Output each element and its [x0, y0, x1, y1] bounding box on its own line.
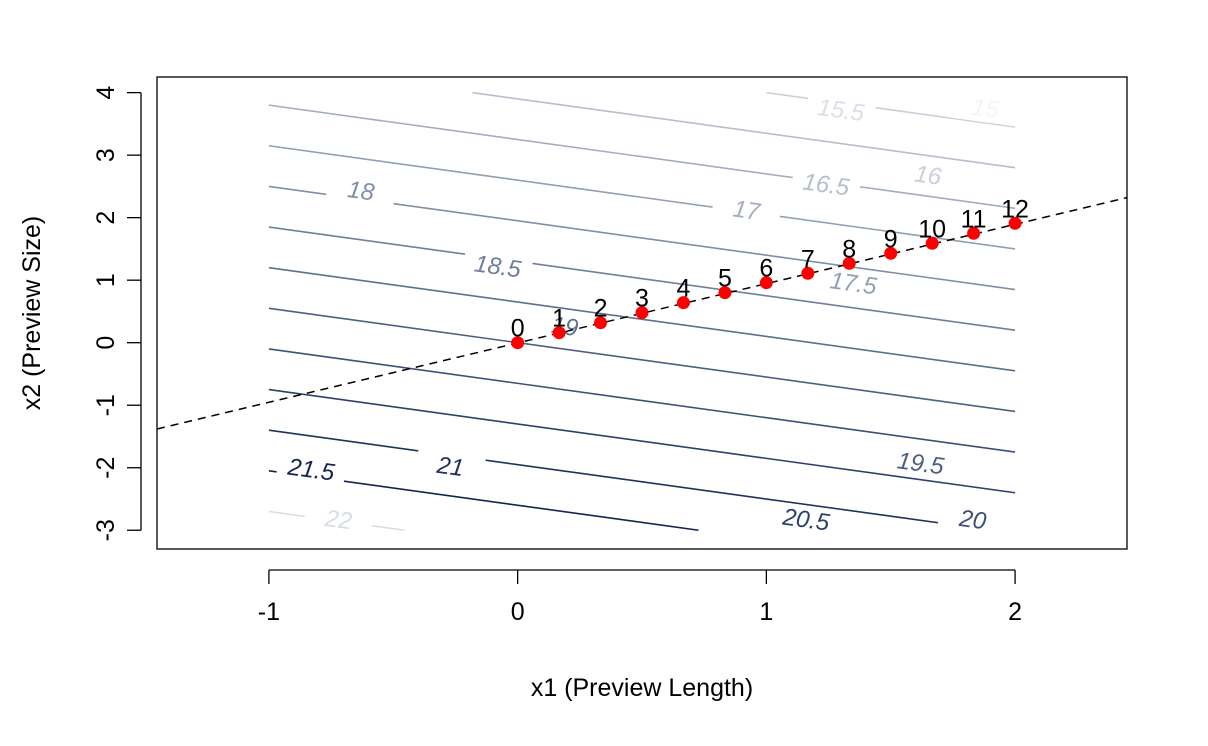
contour-label-bg — [770, 501, 842, 539]
contour-line-18.5 — [268, 226, 1016, 331]
point-label-10: 10 — [918, 215, 946, 243]
point-label-11: 11 — [961, 205, 987, 233]
y-tick-label: -1 — [92, 394, 120, 416]
contour-label-bg — [529, 307, 601, 345]
point-label-2: 2 — [594, 295, 608, 323]
contour-label-bg — [710, 191, 783, 229]
contour-label-bg — [414, 447, 487, 486]
dashed-line — [156, 196, 1128, 430]
contour-label-19.5: 19.5 — [896, 447, 947, 480]
contour-line-16 — [766, 91, 1016, 128]
contour-line-21 — [268, 429, 993, 532]
point-label-5: 5 — [718, 265, 732, 293]
point-label-4: 4 — [677, 275, 691, 303]
y-axis: -3 -2 -1 0 1 2 3 4 — [92, 86, 142, 541]
x-tick-label: 1 — [759, 598, 773, 626]
contour-label-21.5: 21.5 — [285, 453, 337, 486]
y-tick-label: 4 — [92, 86, 120, 100]
x-tick-label: 0 — [511, 598, 525, 626]
y-tick-label: -2 — [92, 457, 120, 479]
contour-label-20.5: 20.5 — [780, 503, 832, 536]
contour-label-bg — [462, 247, 534, 285]
point-label-0: 0 — [511, 315, 525, 343]
data-point-4 — [676, 296, 690, 310]
point-labels: 0 1 2 3 4 5 6 7 8 9 10 11 12 — [511, 195, 1029, 342]
point-label-6: 6 — [759, 255, 773, 283]
point-label-9: 9 — [884, 225, 898, 253]
data-point-7 — [801, 266, 815, 280]
data-point-8 — [842, 256, 856, 270]
contour-label-bg — [892, 156, 964, 194]
y-tick-label: 1 — [92, 273, 120, 287]
y-axis-label: x2 (Preview Size) — [18, 216, 46, 411]
contour-label-bg — [884, 444, 957, 482]
contour-label-20: 20 — [957, 505, 989, 536]
x-tick-label: 2 — [1008, 598, 1022, 626]
contour-label-16.5: 16.5 — [801, 168, 852, 201]
contour-label-bg — [325, 172, 397, 210]
contour-label-bg — [805, 91, 877, 129]
y-tick-label: 0 — [92, 336, 120, 350]
data-point-5 — [718, 286, 732, 300]
data-point-6 — [759, 276, 773, 290]
y-tick-label: 2 — [92, 211, 120, 225]
data-point-9 — [884, 246, 898, 260]
contour-label-22: 22 — [322, 505, 353, 536]
contour-label-bg — [817, 264, 890, 302]
point-label-3: 3 — [635, 285, 649, 313]
point-label-1: 1 — [552, 305, 566, 333]
contour-label-17: 17 — [731, 195, 763, 226]
point-label-7: 7 — [801, 245, 815, 273]
contour-line-16.5 — [472, 91, 1016, 169]
contour-label-bg — [949, 89, 1021, 127]
contour-label-bg — [790, 166, 862, 204]
contour-line-20.5 — [268, 388, 1016, 494]
data-points — [511, 216, 1022, 350]
data-point-0 — [511, 336, 525, 350]
contour-label-bg — [302, 501, 375, 539]
dashed-trend-line — [156, 196, 1128, 430]
data-point-2 — [594, 316, 608, 330]
x-axis-label: x1 (Preview Length) — [531, 674, 753, 702]
y-tick-label: 3 — [92, 148, 120, 162]
contour-label-18.5: 18.5 — [473, 250, 524, 283]
point-label-8: 8 — [842, 235, 856, 263]
contour-line-20 — [268, 348, 1016, 453]
contour-label-15.5: 15.5 — [816, 94, 867, 127]
data-point-11 — [967, 226, 981, 240]
contour-label-16: 16 — [913, 160, 944, 190]
contour-line-19.5 — [268, 307, 1016, 413]
contour-line-19 — [268, 266, 1016, 372]
contour-line-17.5 — [268, 144, 1016, 250]
contour-labels: 1515.51616.51717.51818.51919.52020.52121… — [275, 89, 1021, 539]
contour-label-17.5: 17.5 — [828, 267, 879, 300]
contour-label-bg — [275, 451, 347, 489]
contour-label-bg — [937, 501, 1009, 539]
data-point-3 — [635, 306, 649, 320]
contour-label-21: 21 — [434, 452, 465, 483]
contour-label-18: 18 — [346, 176, 377, 206]
point-label-12: 12 — [1001, 195, 1029, 223]
contour-label-15: 15 — [970, 94, 1001, 124]
contour-line-17 — [268, 104, 1016, 210]
plot-frame — [156, 76, 1128, 550]
x-axis: -1 0 1 2 — [258, 569, 1022, 626]
data-point-10 — [925, 236, 939, 250]
data-point-1 — [552, 326, 566, 340]
y-tick-label: -3 — [92, 519, 120, 541]
data-point-12 — [1008, 216, 1022, 230]
x-tick-label: -1 — [258, 598, 280, 626]
